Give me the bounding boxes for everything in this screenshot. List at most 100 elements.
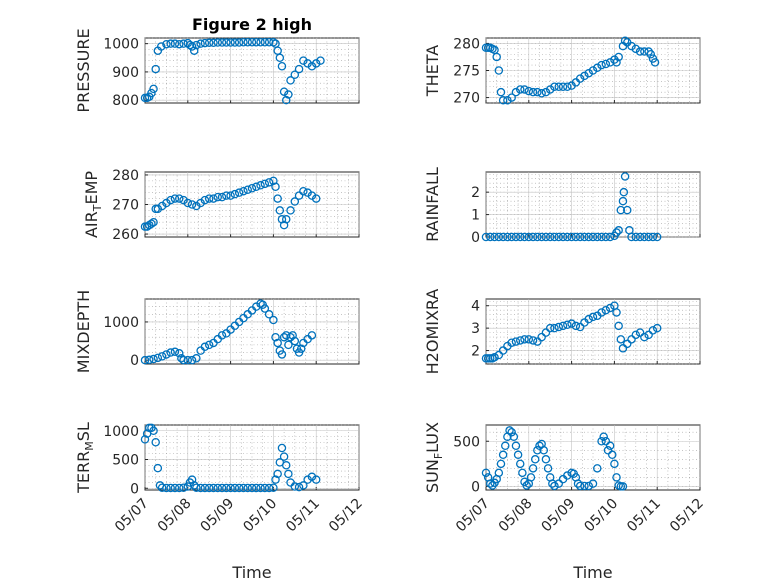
data-point	[209, 194, 218, 203]
x-tick-label: 05/08	[155, 496, 195, 536]
subplot-theta: 270 275 280 THETA	[423, 36, 701, 107]
data-point	[277, 443, 287, 453]
data-point	[539, 446, 549, 455]
data-point	[252, 483, 261, 493]
data-point	[618, 196, 628, 206]
data-point	[631, 330, 641, 340]
data-point	[507, 427, 516, 437]
data-point	[644, 330, 653, 340]
data-point	[311, 59, 321, 68]
y-tick-label: 2	[471, 344, 480, 360]
data-point	[501, 441, 510, 451]
data-point	[511, 87, 521, 97]
data-point	[558, 321, 568, 331]
data-point	[554, 82, 564, 92]
data-point	[288, 331, 297, 340]
data-point	[545, 232, 555, 242]
data-point	[505, 426, 514, 435]
data-point	[217, 192, 227, 202]
data-point	[271, 332, 280, 342]
y-tick-label: 900	[112, 65, 139, 81]
data-point	[511, 337, 521, 346]
data-point	[601, 436, 611, 446]
data-point	[189, 46, 199, 55]
data-point	[640, 332, 649, 342]
data-point	[281, 95, 291, 105]
data-point	[277, 350, 287, 359]
data-point	[554, 232, 564, 242]
data-point	[196, 39, 205, 48]
data-point	[170, 39, 180, 48]
data-point	[303, 475, 312, 484]
data-point	[584, 232, 593, 242]
subplot-h2omixra: 2 3 4 H2OMIXRA	[423, 289, 701, 374]
data-point	[541, 87, 551, 97]
y-tick-label: 280	[453, 36, 480, 52]
data-point	[526, 473, 536, 482]
data-point	[307, 331, 317, 340]
data-point	[303, 59, 312, 68]
data-point	[490, 232, 499, 242]
data-point	[605, 232, 615, 242]
data-point	[533, 232, 542, 242]
data-point	[279, 332, 289, 342]
data-point	[179, 355, 188, 365]
data-point	[157, 352, 167, 361]
data-point	[608, 450, 617, 460]
figure-title: Figure 2 high	[192, 15, 312, 34]
data-point	[494, 350, 504, 360]
data-point	[213, 192, 223, 202]
data-point	[496, 459, 506, 469]
data-point	[166, 348, 175, 357]
y-tick-label: 0	[471, 479, 480, 495]
data-point	[183, 198, 193, 208]
data-point	[584, 68, 593, 78]
data-point	[597, 232, 606, 242]
data-point	[264, 178, 274, 187]
data-point	[515, 85, 525, 94]
data-point	[222, 38, 231, 47]
y-tick-label: 1000	[103, 424, 139, 440]
data-point	[252, 182, 261, 192]
data-point	[294, 191, 304, 200]
y-tick-label: 1000	[103, 37, 139, 53]
data-point	[290, 70, 300, 79]
data-point	[612, 473, 621, 482]
data-point	[294, 64, 304, 74]
data-point	[204, 340, 214, 350]
data-point	[650, 58, 660, 67]
data-point	[140, 355, 150, 365]
data-point	[204, 483, 214, 493]
data-point	[174, 39, 184, 49]
y-axis-label: PRESSURE	[74, 28, 93, 112]
data-point	[157, 42, 166, 51]
data-point	[243, 185, 252, 194]
y-tick-label: 3	[471, 321, 480, 337]
data-point	[174, 483, 184, 493]
data-point	[511, 232, 521, 242]
data-point	[550, 232, 559, 242]
data-point	[515, 336, 525, 345]
data-point	[616, 205, 626, 215]
data-point	[513, 450, 523, 460]
data-point	[149, 84, 158, 94]
y-tick-label: 2	[471, 185, 480, 201]
data-point	[646, 50, 656, 59]
data-point	[541, 328, 551, 337]
data-point	[252, 37, 261, 47]
x-tick-label: 05/11	[624, 496, 664, 536]
data-point	[290, 197, 300, 206]
data-point	[209, 483, 218, 493]
data-point	[316, 56, 325, 65]
y-axis-label: THETA	[423, 45, 442, 97]
data-point	[166, 195, 175, 205]
subplot-terr: 05/07 05/08 05/09 05/10 05/11 05/12 0 500 1000 TE…	[74, 422, 366, 582]
data-point	[550, 82, 559, 92]
data-point	[153, 353, 163, 363]
data-point	[269, 483, 278, 492]
x-axis-label: Time	[572, 563, 612, 582]
data-point	[498, 450, 508, 460]
data-point	[588, 66, 598, 75]
data-point	[279, 87, 289, 96]
data-point	[243, 37, 252, 47]
